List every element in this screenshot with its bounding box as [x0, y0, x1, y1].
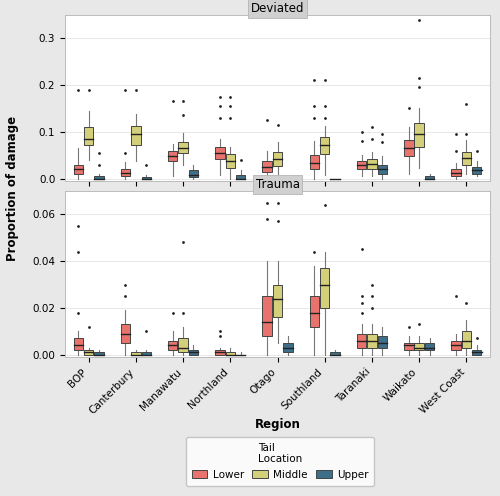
- Bar: [74, 165, 83, 174]
- Bar: [168, 341, 177, 350]
- Bar: [215, 147, 224, 159]
- Bar: [310, 155, 319, 169]
- Bar: [262, 296, 272, 336]
- Bar: [74, 338, 83, 350]
- Bar: [120, 324, 130, 343]
- Title: Deviated: Deviated: [251, 2, 304, 15]
- Bar: [414, 343, 424, 350]
- Bar: [404, 140, 413, 156]
- Bar: [142, 177, 151, 179]
- Bar: [215, 350, 224, 355]
- Bar: [94, 177, 104, 179]
- Bar: [367, 159, 376, 169]
- Bar: [168, 151, 177, 161]
- Bar: [120, 169, 130, 177]
- Bar: [414, 124, 424, 147]
- Bar: [188, 350, 198, 355]
- Bar: [283, 343, 292, 353]
- Bar: [357, 161, 366, 169]
- Bar: [367, 334, 376, 348]
- Bar: [452, 169, 460, 177]
- Bar: [178, 338, 188, 353]
- Bar: [330, 353, 340, 355]
- Bar: [462, 331, 471, 348]
- Bar: [84, 350, 94, 355]
- Bar: [472, 350, 482, 355]
- Bar: [425, 177, 434, 179]
- Bar: [131, 126, 140, 145]
- Bar: [262, 161, 272, 172]
- Text: Proportion of damage: Proportion of damage: [6, 116, 19, 261]
- Bar: [273, 285, 282, 317]
- Bar: [226, 154, 235, 168]
- Bar: [404, 343, 413, 350]
- Bar: [378, 165, 387, 174]
- Legend: Lower, Middle, Upper: Lower, Middle, Upper: [186, 436, 374, 486]
- Bar: [452, 341, 460, 350]
- Bar: [84, 127, 94, 145]
- Bar: [462, 152, 471, 165]
- Bar: [94, 353, 104, 355]
- Bar: [357, 334, 366, 348]
- Bar: [425, 343, 434, 350]
- Bar: [320, 137, 330, 154]
- Bar: [142, 353, 151, 355]
- Bar: [236, 175, 246, 179]
- Title: Trauma: Trauma: [256, 178, 300, 191]
- Bar: [320, 268, 330, 308]
- Bar: [178, 142, 188, 153]
- X-axis label: Region: Region: [254, 419, 300, 432]
- Bar: [226, 353, 235, 355]
- Bar: [273, 152, 282, 166]
- Bar: [310, 296, 319, 327]
- Bar: [188, 170, 198, 177]
- Bar: [378, 336, 387, 348]
- Bar: [472, 167, 482, 174]
- Bar: [131, 353, 140, 355]
